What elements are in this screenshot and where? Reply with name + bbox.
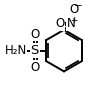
- Text: −: −: [74, 1, 82, 11]
- Text: S: S: [30, 44, 39, 57]
- Text: H₂N: H₂N: [4, 44, 27, 57]
- Text: O: O: [30, 28, 39, 41]
- Text: O: O: [30, 61, 39, 74]
- Text: O: O: [70, 3, 79, 16]
- Text: N: N: [67, 17, 75, 30]
- Text: +: +: [70, 16, 78, 25]
- Text: O: O: [55, 17, 64, 30]
